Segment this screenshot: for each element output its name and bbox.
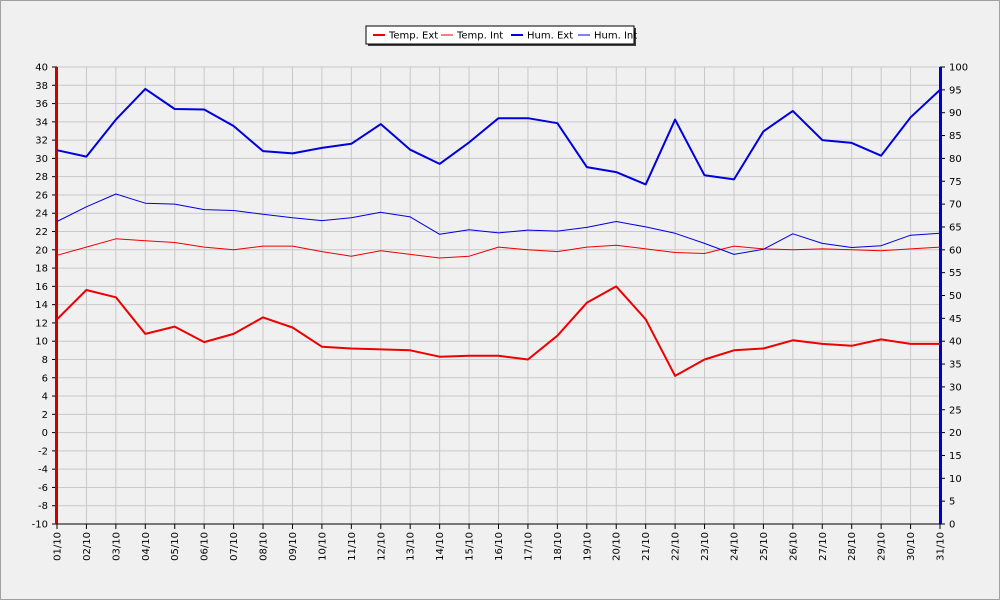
y-right-tick-label: 20 — [949, 428, 962, 439]
y-right-tick-label: 15 — [949, 451, 962, 462]
x-tick-label: 22/10 — [671, 532, 682, 561]
y-right-tick-label: 0 — [949, 520, 955, 531]
x-tick-label: 01/10 — [53, 532, 64, 561]
y-right-tick-label: 75 — [949, 177, 962, 188]
x-tick-label: 08/10 — [259, 532, 270, 561]
y-right-tick-label: 55 — [949, 268, 962, 279]
legend-box — [365, 25, 635, 45]
legend-label: Hum. Ext — [527, 31, 573, 42]
y-right-tick-label: 5 — [949, 497, 955, 508]
y-right-tick-label: 25 — [949, 405, 962, 416]
y-left-tick-label: -8 — [38, 501, 48, 512]
x-tick-label: 28/10 — [847, 532, 858, 561]
x-tick-label: 07/10 — [229, 532, 240, 561]
y-left-tick-label: -4 — [38, 465, 48, 476]
x-tick-label: 31/10 — [936, 532, 947, 561]
y-left-tick-label: 14 — [35, 300, 48, 311]
y-left-tick-label: 26 — [35, 190, 48, 201]
y-left-tick-label: 6 — [42, 373, 48, 384]
y-right-tick-label: 10 — [949, 474, 962, 485]
y-left-tick-label: 0 — [42, 428, 48, 439]
y-left-tick-label: 24 — [35, 209, 48, 220]
x-tick-label: 30/10 — [906, 532, 917, 561]
y-left-tick-label: -10 — [32, 520, 48, 531]
x-tick-label: 10/10 — [317, 532, 328, 561]
x-tick-label: 24/10 — [729, 532, 740, 561]
y-left-tick-label: 32 — [35, 136, 48, 147]
x-tick-label: 04/10 — [141, 532, 152, 561]
series-layer — [56, 87, 941, 377]
y-right-tick-label: 35 — [949, 360, 962, 371]
y-left-tick-label: 22 — [35, 227, 48, 238]
y-left-tick-label: 8 — [42, 355, 48, 366]
x-tick-label: 17/10 — [523, 532, 534, 561]
y-left-tick-label: 10 — [35, 337, 48, 348]
y-right-tick-label: 45 — [949, 314, 962, 325]
series-line-1 — [56, 238, 941, 259]
x-tick-label: 23/10 — [700, 532, 711, 561]
x-tick-label: 20/10 — [612, 532, 623, 561]
x-tick-label: 06/10 — [200, 532, 211, 561]
y-left-tick-label: 12 — [35, 318, 48, 329]
y-left-tick-label: -6 — [38, 483, 48, 494]
x-tick-label: 25/10 — [759, 532, 770, 561]
y-right-tick-label: 65 — [949, 222, 962, 233]
y-right-tick-label: 40 — [949, 337, 962, 348]
series-line-3 — [56, 193, 941, 255]
y-left-tick-label: 16 — [35, 282, 48, 293]
y-left-tick-label: 2 — [42, 410, 48, 421]
y-left-axis — [55, 67, 58, 524]
legend-label: Temp. Ext — [388, 31, 438, 42]
y-right-tick-label: 90 — [949, 108, 962, 119]
x-tick-label: 05/10 — [170, 532, 181, 561]
axes: -10-8-6-4-202468101214161820222426283032… — [32, 63, 968, 561]
y-left-tick-label: 20 — [35, 245, 48, 256]
y-right-tick-label: 70 — [949, 200, 962, 211]
y-right-tick-label: 95 — [949, 85, 962, 96]
y-left-tick-label: 36 — [35, 99, 48, 110]
y-right-axis — [939, 67, 942, 524]
x-tick-label: 15/10 — [465, 532, 476, 561]
y-left-tick-label: 4 — [42, 392, 48, 403]
series-line-2 — [56, 87, 941, 186]
y-left-tick-label: 38 — [35, 81, 48, 92]
x-tick-label: 27/10 — [818, 532, 829, 561]
x-tick-label: 13/10 — [406, 532, 417, 561]
y-right-tick-label: 60 — [949, 245, 962, 256]
y-left-tick-label: 28 — [35, 172, 48, 183]
x-tick-label: 11/10 — [347, 532, 358, 561]
legend-label: Temp. Int — [456, 31, 503, 42]
y-right-tick-label: 80 — [949, 154, 962, 165]
y-left-tick-label: 30 — [35, 154, 48, 165]
x-tick-label: 14/10 — [435, 532, 446, 561]
grid — [56, 66, 941, 525]
y-left-tick-label: -2 — [38, 446, 48, 457]
x-tick-label: 19/10 — [582, 532, 593, 561]
series-line-0 — [56, 285, 940, 377]
x-tick-label: 03/10 — [111, 532, 122, 561]
x-tick-label: 12/10 — [376, 532, 387, 561]
y-left-tick-label: 18 — [35, 264, 48, 275]
x-tick-label: 16/10 — [494, 532, 505, 561]
y-right-tick-label: 30 — [949, 382, 962, 393]
y-right-tick-label: 50 — [949, 291, 962, 302]
x-tick-label: 09/10 — [288, 532, 299, 561]
legend-label: Hum. Int — [594, 31, 637, 42]
x-tick-label: 26/10 — [788, 532, 799, 561]
x-tick-label: 02/10 — [82, 532, 93, 561]
x-tick-label: 21/10 — [641, 532, 652, 561]
y-right-tick-label: 85 — [949, 131, 962, 142]
x-tick-label: 18/10 — [553, 532, 564, 561]
y-left-tick-label: 34 — [35, 117, 48, 128]
y-left-tick-label: 40 — [35, 63, 48, 74]
x-tick-label: 29/10 — [877, 532, 888, 561]
y-right-tick-label: 100 — [949, 63, 968, 74]
legend[interactable]: Temp. Ext Temp. Int Hum. Ext Hum. Int — [365, 25, 637, 46]
